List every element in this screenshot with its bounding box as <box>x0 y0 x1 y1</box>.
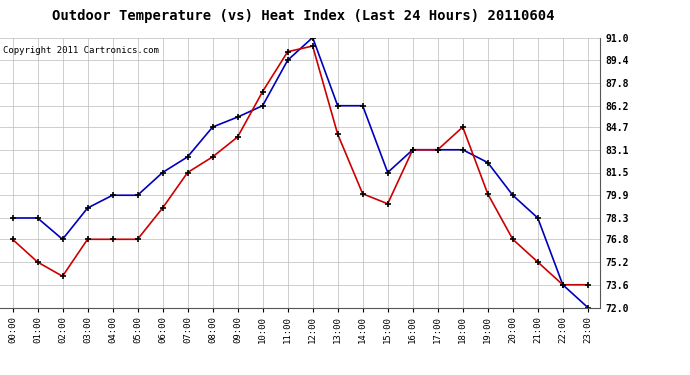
Text: Copyright 2011 Cartronics.com: Copyright 2011 Cartronics.com <box>3 46 159 55</box>
Text: Outdoor Temperature (vs) Heat Index (Last 24 Hours) 20110604: Outdoor Temperature (vs) Heat Index (Las… <box>52 9 555 23</box>
